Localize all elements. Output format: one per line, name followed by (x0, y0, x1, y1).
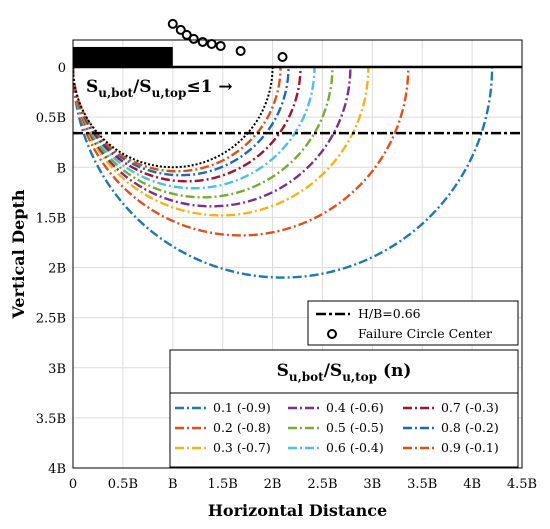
ratio-annotation: Su,bot/Su,top≤1 → (86, 77, 233, 100)
x-tick-label: 0.5B (108, 477, 138, 492)
failure-circle-center (206, 38, 217, 49)
label-part: ≤1 → (186, 77, 232, 97)
label-part: u,top (342, 370, 377, 384)
legend-markers: H/B=0.66 Failure Circle Center (307, 300, 519, 346)
legend-series-label: 0.9 (-0.1) (441, 440, 499, 455)
legend-series-label: 0.2 (-0.8) (213, 420, 271, 435)
x-tick-label: 1.5B (208, 477, 238, 492)
legend-series-label: 0.8 (-0.2) (441, 420, 499, 435)
failure-arc (73, 67, 282, 173)
x-tick-label: 2.5B (307, 477, 337, 492)
tick-labels: 0 0.5B B 1.5B 2B 2.5B 3B 3.5B 4B 4.5B 0 0.5B B 1.5B 2B… (36, 61, 537, 492)
legend-center-label: Failure Circle Center (358, 326, 492, 341)
x-tick-label: 4.5B (507, 477, 537, 492)
ratio-annotation-text: Su,bot/Su,top≤1 → (86, 77, 233, 100)
reference-arc (73, 67, 274, 169)
legend-series: Su,bot/Su,top (n) 0.1 (-0.9) 0.2 (-0.8) 0.3… (169, 349, 519, 468)
label-part: /S (133, 77, 152, 97)
failure-circle-center (167, 18, 178, 29)
label-part: S (86, 77, 98, 97)
failure-arc (73, 67, 352, 208)
label-part: u,top (152, 86, 187, 100)
x-axis-title: Horizontal Distance (208, 501, 387, 520)
failure-circle-center (188, 33, 199, 44)
footing (73, 46, 173, 67)
y-tick-label: 1.5B (36, 211, 66, 226)
legend-hb-label: H/B=0.66 (358, 306, 421, 321)
failure-circle-center (215, 40, 226, 51)
legend-series-label: 0.4 (-0.6) (326, 400, 384, 415)
y-tick-label: 3.5B (36, 412, 66, 427)
plot-marks (73, 67, 494, 279)
failure-circle-center (235, 45, 246, 56)
legend-series-label: 0.1 (-0.9) (213, 400, 271, 415)
legend-series-label: 0.7 (-0.3) (441, 400, 499, 415)
legend-box-top (307, 300, 519, 346)
x-tick-label: B (168, 477, 178, 492)
legend-series-label: 0.5 (-0.5) (326, 420, 384, 435)
failure-circle-center (277, 51, 288, 62)
y-tick-label: 4B (48, 462, 66, 477)
plot-frame (72, 39, 523, 469)
x-tick-label: 2B (264, 477, 282, 492)
failure-arc (73, 67, 410, 237)
failure-circle-center (197, 36, 208, 47)
label-part: /S (324, 361, 343, 381)
label-part: S (277, 361, 289, 381)
legend-series-label: 0.6 (-0.4) (326, 440, 384, 455)
y-tick-label: 0 (58, 61, 66, 76)
legend-box-series (169, 349, 519, 468)
y-tick-label: 3B (48, 362, 66, 377)
label-part: (n) (377, 361, 411, 381)
x-tick-label: 4B (463, 477, 481, 492)
x-tick-label: 3.5B (407, 477, 437, 492)
y-tick-label: 0.5B (36, 111, 66, 126)
legend-title: Su,bot/Su,top (n) (277, 361, 412, 384)
label-part: u,bot (289, 370, 324, 384)
overlay-marks (73, 18, 522, 135)
legend-series-label: 0.3 (-0.7) (213, 440, 271, 455)
x-tick-label: 3B (363, 477, 381, 492)
y-tick-label: 2B (48, 262, 66, 277)
failure-arc (73, 67, 494, 279)
label-part: u,bot (98, 86, 133, 100)
x-tick-label: 0 (69, 477, 77, 492)
legend-center-swatch (327, 329, 337, 339)
y-tick-label: 2.5B (36, 312, 66, 327)
y-tick-label: B (56, 161, 66, 176)
failure-arc (73, 67, 334, 199)
y-axis-title: Vertical Depth (9, 189, 28, 319)
